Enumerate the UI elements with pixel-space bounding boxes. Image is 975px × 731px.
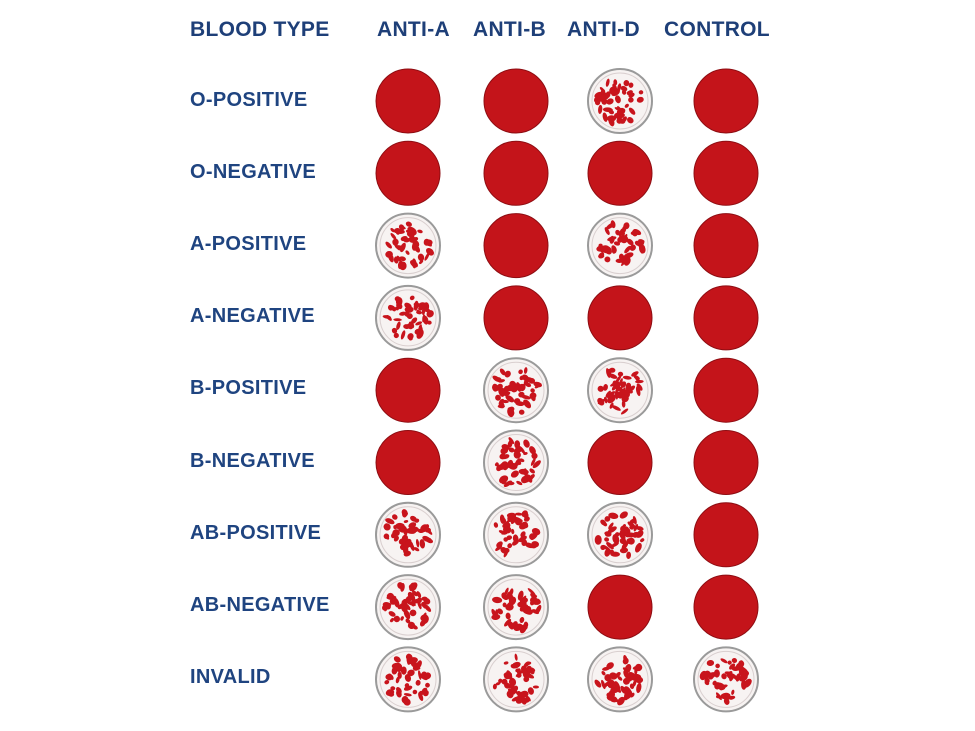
row-label-o-negative: O-NEGATIVE [190,161,316,183]
smooth-well-anti-b [483,213,549,279]
row-label-b-negative: B-NEGATIVE [190,450,315,472]
smooth-well-control [693,430,759,495]
smooth-well-control [693,68,759,134]
row-label-ab-negative: AB-NEGATIVE [190,594,330,616]
agglutinated-well-anti-a [375,501,441,568]
column-header-anti-a: ANTI-A [377,18,450,41]
smooth-well-anti-b [483,68,549,134]
smooth-well-anti-a [375,68,441,134]
blood-type-header: BLOOD TYPE [190,18,330,41]
agglutinated-well-anti-d [587,68,653,134]
smooth-well-control [693,357,759,423]
agglutinated-well-anti-d [587,501,653,568]
row-label-a-negative: A-NEGATIVE [190,305,315,327]
agglutinated-well-anti-a [375,574,441,641]
column-header-anti-b: ANTI-B [473,18,546,41]
column-header-control: CONTROL [664,18,770,41]
row-label-b-positive: B-POSITIVE [190,377,307,399]
smooth-well-anti-b [483,140,549,206]
agglutinated-well-anti-d [587,212,653,279]
row-label-invalid: INVALID [190,666,271,688]
smooth-well-control [693,574,759,640]
agglutinated-well-anti-b [483,429,549,496]
smooth-well-anti-a [375,430,441,495]
smooth-well-anti-a [375,140,441,206]
row-label-ab-positive: AB-POSITIVE [190,522,322,544]
agglutinated-well-anti-d [587,646,653,713]
smooth-well-control [693,285,759,351]
smooth-well-control [693,140,759,206]
smooth-well-anti-d [587,574,653,640]
agglutinated-well-anti-b [483,646,549,713]
row-label-a-positive: A-POSITIVE [190,233,307,255]
smooth-well-anti-a [375,357,441,423]
agglutinated-well-anti-a [375,212,441,279]
row-label-o-positive: O-POSITIVE [190,89,308,111]
agglutinated-well-anti-b [483,501,549,568]
smooth-well-control [693,502,759,568]
smooth-well-anti-b [483,285,549,351]
agglutinated-well-anti-a [375,284,441,351]
agglutinated-well-anti-a [375,646,441,713]
agglutinated-well-anti-d [587,357,653,424]
agglutinated-well-control [693,646,759,713]
smooth-well-anti-d [587,140,653,206]
agglutinated-well-anti-b [483,357,549,424]
smooth-well-anti-d [587,430,653,495]
agglutinated-well-anti-b [483,574,549,641]
smooth-well-control [693,213,759,279]
smooth-well-anti-d [587,285,653,351]
column-header-anti-d: ANTI-D [567,18,640,41]
